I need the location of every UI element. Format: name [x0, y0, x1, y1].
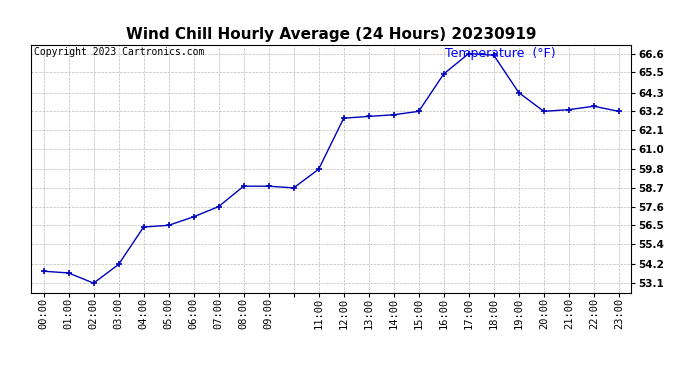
Text: Temperature  (°F): Temperature (°F)	[445, 48, 556, 60]
Title: Wind Chill Hourly Average (24 Hours) 20230919: Wind Chill Hourly Average (24 Hours) 202…	[126, 27, 536, 42]
Text: Copyright 2023 Cartronics.com: Copyright 2023 Cartronics.com	[34, 48, 204, 57]
